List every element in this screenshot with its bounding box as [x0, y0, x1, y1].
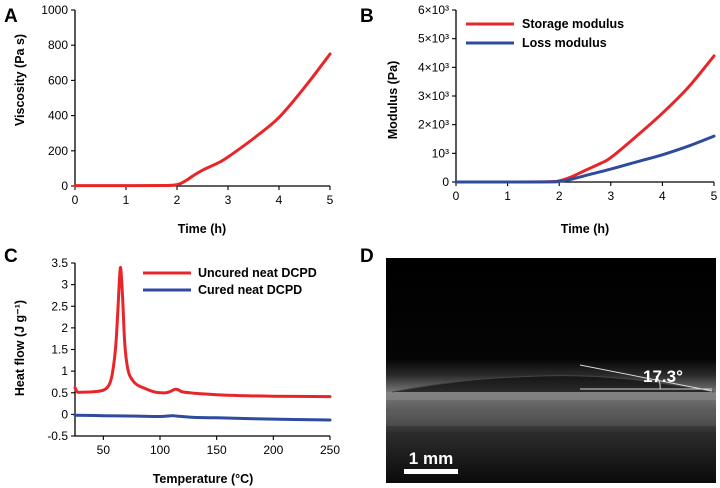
a-x-tick-label: 2 — [174, 193, 181, 207]
b-legend-label-storage: Storage modulus — [522, 17, 624, 31]
photo-background — [386, 258, 716, 483]
panel-a-viscosity-chart: A Viscosity (Pa s) Time (h) 0 1 2 3 4 5 0 200 40… — [4, 3, 334, 236]
c-x-tick-label: 50 — [97, 443, 111, 457]
a-ticks: 0 1 2 3 4 5 0 200 400 600 800 1000 — [41, 3, 333, 207]
c-y-axis-title-group: Heat flow (J g⁻¹) — [13, 300, 27, 396]
a-x-tick-label: 1 — [123, 193, 130, 207]
b-y-tick-label: 2×10³ — [418, 118, 449, 132]
b-x-tick-label: 0 — [453, 189, 460, 203]
c-y-axis-title: Heat flow (J g⁻¹) — [13, 300, 27, 396]
b-y-tick-label: 6×10³ — [418, 3, 449, 17]
b-x-tick-label: 5 — [711, 189, 718, 203]
a-y-axis-title: Viscosity (Pa s) — [13, 34, 27, 126]
b-series-loss-modulus — [454, 134, 716, 184]
panel-letter-b: B — [360, 6, 374, 27]
c-series-cured-neat-dcpd — [73, 413, 332, 422]
c-y-tick-label: 1.5 — [51, 343, 68, 357]
c-x-axis-title: Temperature (°C) — [153, 472, 254, 486]
c-legend-label-cured: Cured neat DCPD — [198, 283, 302, 297]
c-y-tick-label: 2.5 — [51, 299, 68, 313]
scale-bar — [404, 469, 458, 474]
scale-bar-label: 1 mm — [409, 449, 453, 468]
c-legend-label-uncured: Uncured neat DCPD — [198, 266, 317, 280]
b-legend: Storage modulus Loss modulus — [466, 17, 624, 50]
b-x-axis-title: Time (h) — [561, 222, 609, 236]
a-series-viscosity — [73, 52, 332, 188]
c-ticks: 50 100 150 200 250 -0.5 0 0.5 1 1.5 2 2.5 3 3.5 — [47, 256, 340, 457]
a-y-tick-label: 1000 — [41, 3, 68, 17]
c-series — [73, 265, 332, 422]
b-y-tick-label: 0 — [442, 175, 449, 189]
c-y-tick-label: -0.5 — [47, 429, 68, 443]
b-x-tick-label: 2 — [556, 189, 563, 203]
b-series-storage-modulus — [454, 54, 716, 184]
a-y-tick-label: 800 — [48, 38, 68, 52]
panel-d-contact-angle-photo: D 17.3° 1 mm — [360, 246, 716, 483]
c-y-tick-label: 3.5 — [51, 256, 68, 270]
a-series — [73, 52, 332, 188]
a-y-tick-label: 600 — [48, 73, 68, 87]
a-x-axis-title: Time (h) — [178, 222, 226, 236]
a-x-tick-label: 5 — [327, 193, 334, 207]
c-legend: Uncured neat DCPD Cured neat DCPD — [143, 266, 317, 297]
a-x-tick-label: 4 — [276, 193, 283, 207]
b-y-tick-label: 5×10³ — [418, 32, 449, 46]
angle-arc — [655, 375, 661, 390]
photo-substrate-highlight — [386, 392, 716, 400]
tangent-line — [579, 364, 713, 392]
b-x-tick-label: 4 — [659, 189, 666, 203]
b-y-tick-label: 4×10³ — [418, 60, 449, 74]
b-y-tick-label: 10³ — [432, 146, 449, 160]
b-series — [454, 54, 716, 184]
b-legend-label-loss: Loss modulus — [522, 36, 607, 50]
c-x-tick-label: 200 — [263, 443, 283, 457]
a-x-tick-label: 0 — [72, 193, 79, 207]
c-x-tick-label: 250 — [320, 443, 340, 457]
c-series-uncured-neat-dcpd — [73, 265, 332, 399]
c-y-tick-label: 1 — [61, 364, 68, 378]
contact-angle-label: 17.3° — [643, 367, 683, 386]
a-y-tick-label: 0 — [61, 179, 68, 193]
c-y-tick-label: 0 — [61, 407, 68, 421]
a-y-tick-label: 400 — [48, 109, 68, 123]
photo-substrate-band — [386, 412, 716, 426]
c-x-tick-label: 150 — [207, 443, 227, 457]
c-y-tick-label: 0.5 — [51, 386, 68, 400]
panel-letter-a: A — [4, 6, 18, 27]
a-y-tick-label: 200 — [48, 144, 68, 158]
b-x-tick-label: 1 — [504, 189, 511, 203]
a-x-tick-label: 3 — [225, 193, 232, 207]
panel-letter-d: D — [360, 246, 374, 267]
panel-c-heatflow-chart: C Heat flow (J g⁻¹) Temperature (°C) 50 1… — [4, 246, 340, 486]
b-y-axis-title-group: Modulus (Pa) — [386, 61, 400, 139]
c-y-tick-label: 2 — [61, 321, 68, 335]
b-x-tick-label: 3 — [607, 189, 614, 203]
c-y-tick-label: 3 — [61, 278, 68, 292]
a-y-axis-title-group: Viscosity (Pa s) — [13, 34, 27, 126]
b-y-axis-title: Modulus (Pa) — [386, 61, 400, 139]
panel-b-modulus-chart: B Modulus (Pa) Time (h) 0 1 2 3 4 5 0 10³ 2×10³ 3… — [360, 3, 718, 236]
b-y-tick-label: 3×10³ — [418, 89, 449, 103]
c-x-tick-label: 100 — [150, 443, 170, 457]
panel-letter-c: C — [4, 246, 18, 267]
